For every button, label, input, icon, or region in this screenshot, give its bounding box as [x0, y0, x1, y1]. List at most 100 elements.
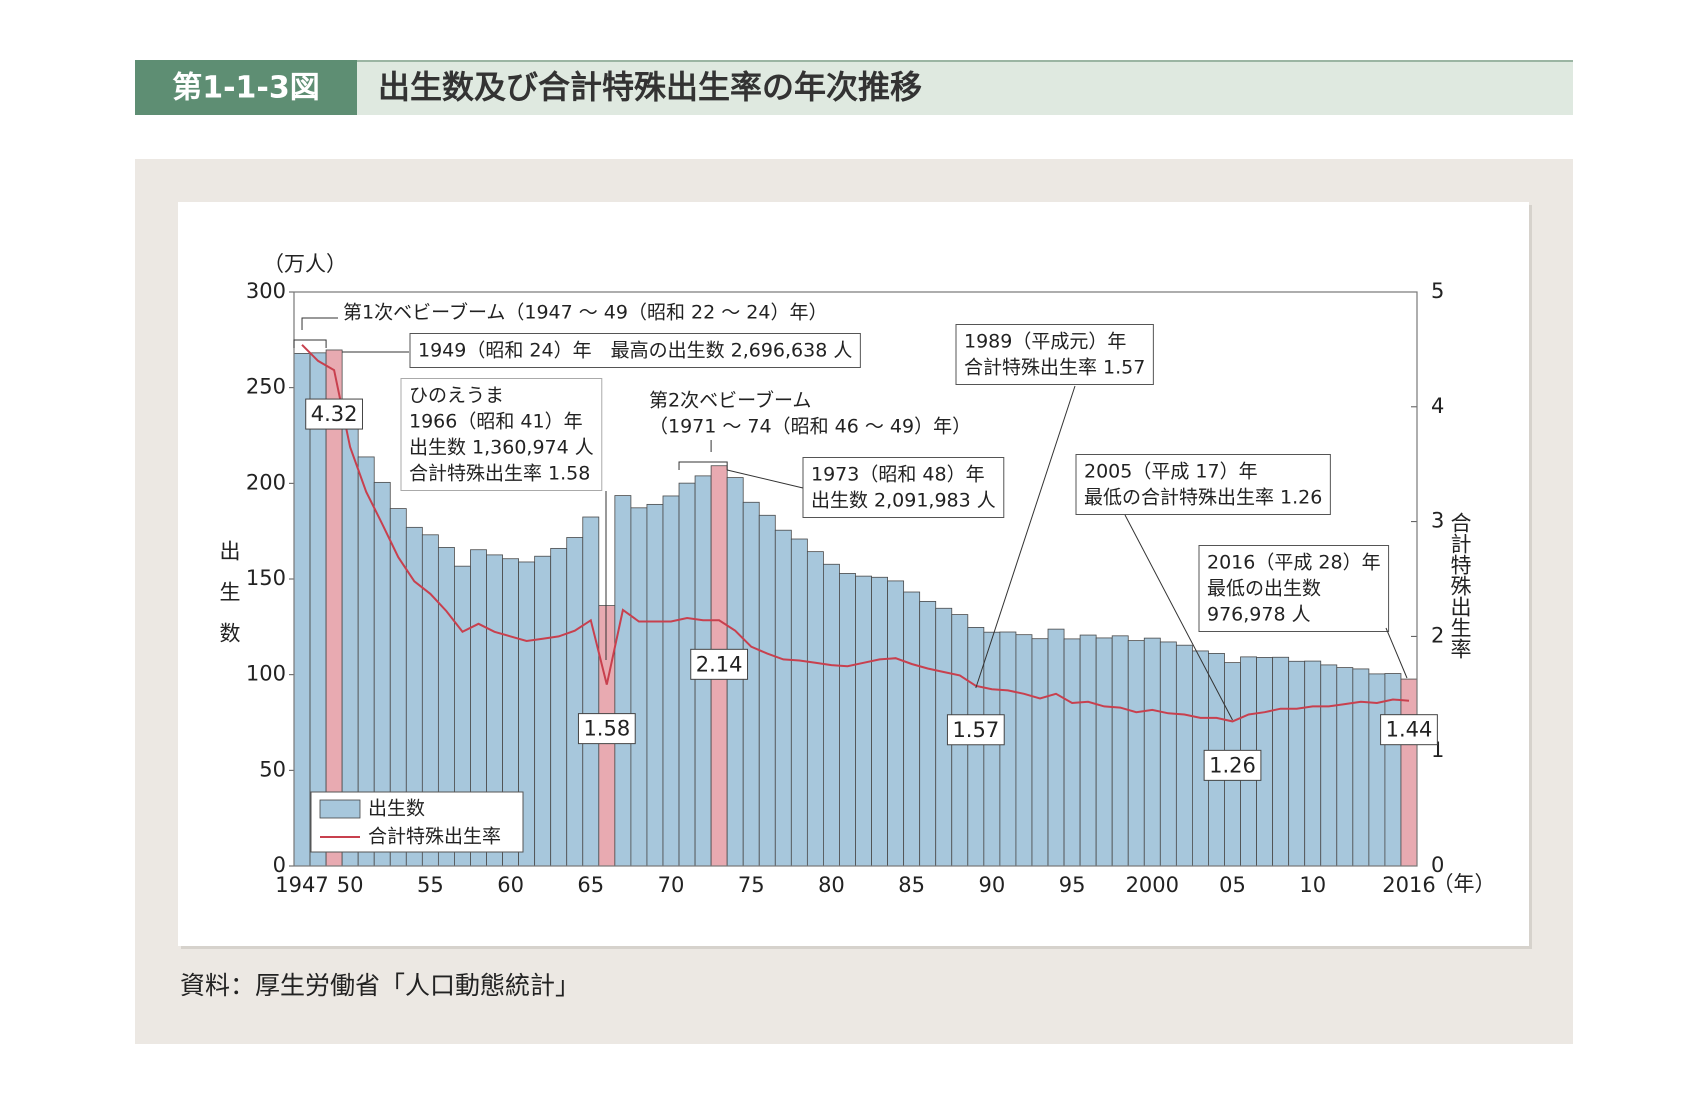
x-tick-label: 60	[497, 873, 524, 897]
y-tick-label: 250	[246, 375, 286, 399]
bar	[999, 631, 1017, 867]
y-tick-label: 200	[246, 470, 286, 494]
annotation-text: 976,978 人	[1207, 604, 1311, 626]
bar	[1320, 664, 1338, 867]
annotation-box	[955, 324, 1154, 385]
bar	[1352, 668, 1370, 867]
annotation-text: 出生数 2,091,983 人	[811, 490, 996, 512]
y2-tick-label: 2	[1431, 623, 1444, 647]
figure-number-box	[135, 60, 357, 115]
annotation-text: 合計特殊出生率 1.58	[409, 463, 590, 485]
bar	[1111, 635, 1129, 867]
y2-tick-label: 5	[1431, 279, 1444, 303]
annotation-text: 第2次ベビーブーム	[649, 389, 811, 412]
rate-line	[301, 344, 1410, 723]
annotation-text: 1949（昭和 24）年 最高の出生数 2,696,638 人	[418, 340, 852, 362]
x-tick-label: 95	[1059, 873, 1086, 897]
bar	[1336, 667, 1354, 867]
bar	[983, 631, 1001, 867]
value-label-group: 2.14	[690, 648, 749, 680]
y-tick-label: 0	[273, 853, 286, 877]
y-tick-label: 100	[246, 662, 286, 686]
annotation-text: 最低の合計特殊出生率 1.26	[1084, 487, 1322, 509]
bar	[1304, 660, 1322, 867]
y-unit: （万人）	[263, 252, 347, 276]
y-tick-label: 300	[246, 279, 286, 303]
bar	[1079, 634, 1097, 867]
bar	[534, 555, 552, 867]
annotation-text: （1971 ～ 74（昭和 46 ～ 49）年）	[649, 416, 971, 438]
bar	[1127, 640, 1145, 867]
x-tick-label: 65	[577, 873, 604, 897]
annotation: 1949（昭和 24）年 最高の出生数 2,696,638 人	[342, 333, 861, 368]
x-unit: （年）	[1433, 872, 1496, 896]
value-label-box	[690, 648, 749, 680]
bar	[967, 627, 985, 867]
bar	[855, 575, 872, 867]
bar	[1272, 656, 1290, 867]
bar	[774, 529, 792, 867]
x-tick-label: 05	[1219, 873, 1246, 897]
x-tick-label: 85	[898, 873, 925, 897]
x-tick-label: 50	[337, 873, 364, 897]
header-band	[135, 60, 1573, 115]
bar	[1015, 634, 1033, 867]
value-label: 1.57	[952, 718, 999, 742]
value-label: 1.58	[583, 717, 630, 741]
value-label-box	[305, 398, 363, 430]
bar	[1143, 637, 1161, 867]
value-label-group: 1.44	[1380, 714, 1438, 746]
annotation-text: 2016（平成 28）年	[1207, 552, 1381, 574]
x-tick-label: 1947	[275, 873, 328, 897]
y2-tick-label: 3	[1431, 509, 1444, 533]
annotation-text: 2005（平成 17）年	[1084, 461, 1258, 483]
bar	[758, 514, 776, 867]
annotation-box	[409, 333, 861, 368]
bar	[630, 507, 648, 867]
bar	[614, 495, 632, 867]
bar	[742, 501, 760, 867]
annotation-leader	[301, 317, 338, 330]
annotation-leader	[1385, 627, 1408, 679]
bar	[871, 576, 888, 867]
annotation: 第1次ベビーブーム（1947 ～ 49（昭和 22 ～ 24）年）	[293, 301, 827, 348]
x-tick-label: 2000	[1126, 873, 1179, 897]
annotation-text: ひのえうま	[409, 385, 504, 407]
bar	[1175, 644, 1193, 867]
value-label-box	[946, 714, 1005, 746]
bar	[823, 563, 840, 867]
bar	[903, 591, 921, 867]
x-tick-label: 90	[978, 873, 1005, 897]
bar	[662, 495, 680, 867]
bar	[646, 503, 664, 867]
y2-tick-label: 4	[1431, 394, 1444, 418]
annotation: 第2次ベビーブーム （1971 ～ 74（昭和 46 ～ 49）年）	[649, 389, 971, 470]
value-label-group: 1.57	[946, 714, 1005, 746]
annotation-text: 第1次ベビーブーム（1947 ～ 49（昭和 22 ～ 24）年）	[343, 301, 827, 324]
annotation-box	[1198, 545, 1390, 632]
header-rule	[135, 60, 1573, 62]
bar	[293, 353, 311, 867]
bar	[1159, 641, 1177, 867]
figure-number: 第1-1-3図	[172, 71, 320, 106]
bar	[566, 537, 584, 867]
y-axis-title: 出生数	[217, 540, 241, 663]
value-label: 1.26	[1209, 753, 1256, 777]
bar	[839, 573, 856, 867]
bar	[1063, 638, 1081, 867]
bar	[790, 538, 808, 867]
annotation-box	[802, 457, 1005, 518]
bar	[309, 352, 327, 867]
figure-title: 出生数及び合計特殊出生率の年次推移	[378, 68, 922, 106]
annotation-text: 出生数 1,360,974 人	[409, 437, 594, 459]
value-label-group: 1.58	[577, 713, 636, 745]
legend-label: 合計特殊出生率	[368, 826, 501, 848]
y2-axis-title: 合計特殊出生率	[1448, 512, 1472, 659]
legend-swatch	[319, 799, 361, 819]
